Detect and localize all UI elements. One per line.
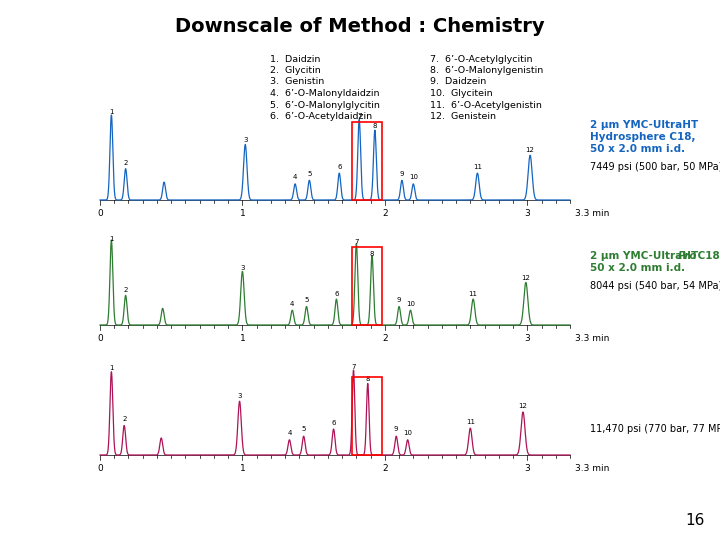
Text: 11: 11 — [466, 419, 474, 425]
Text: 7449 psi (500 bar, 50 MPa): 7449 psi (500 bar, 50 MPa) — [590, 162, 720, 172]
Text: 2 μm YMC-UltraHT: 2 μm YMC-UltraHT — [590, 251, 702, 261]
Text: Downscale of Method : Chemistry: Downscale of Method : Chemistry — [175, 17, 545, 37]
Text: 2: 2 — [382, 334, 387, 343]
Text: 3: 3 — [524, 209, 530, 218]
Text: 50 x 2.0 mm i.d.: 50 x 2.0 mm i.d. — [590, 144, 685, 154]
Text: 11: 11 — [469, 291, 477, 296]
Text: 1: 1 — [109, 365, 114, 372]
Text: 5: 5 — [302, 427, 306, 433]
Text: 0: 0 — [97, 209, 103, 218]
Text: 8: 8 — [366, 376, 370, 382]
Text: 6: 6 — [337, 164, 341, 170]
Text: 10: 10 — [403, 430, 412, 436]
Text: 5: 5 — [305, 298, 309, 303]
Text: 3: 3 — [524, 334, 530, 343]
Bar — [352, 377, 382, 455]
Text: 9.  Daidzein: 9. Daidzein — [430, 78, 486, 86]
Text: 2: 2 — [382, 209, 387, 218]
Text: 11.  6’-O-Acetylgenistin: 11. 6’-O-Acetylgenistin — [430, 100, 542, 110]
Text: 2.  Glycitin: 2. Glycitin — [270, 66, 320, 75]
Text: 1: 1 — [109, 109, 114, 114]
Text: 7: 7 — [357, 113, 361, 119]
Text: 2: 2 — [123, 287, 128, 293]
Text: 7.  6’-O-Acetylglycitin: 7. 6’-O-Acetylglycitin — [430, 55, 533, 64]
Text: 1: 1 — [240, 464, 246, 473]
Text: 6.  6’-O-Acetyldaidzin: 6. 6’-O-Acetyldaidzin — [270, 112, 372, 121]
Text: 11,470 psi (770 bar, 77 MPa): 11,470 psi (770 bar, 77 MPa) — [590, 424, 720, 435]
Text: Hydrosphere C18,: Hydrosphere C18, — [590, 132, 696, 141]
Text: Pro: Pro — [678, 251, 698, 261]
Text: 3.  Genistin: 3. Genistin — [270, 78, 324, 86]
Text: 3: 3 — [524, 464, 530, 473]
Text: 3: 3 — [238, 393, 242, 399]
Text: 12: 12 — [526, 147, 534, 153]
Text: 9: 9 — [394, 427, 398, 433]
Text: 12.  Genistein: 12. Genistein — [430, 112, 496, 121]
Text: 5: 5 — [307, 171, 312, 177]
Text: 5.  6’-O-Malonylglycitin: 5. 6’-O-Malonylglycitin — [270, 100, 380, 110]
Text: 0: 0 — [97, 464, 103, 473]
Text: 7: 7 — [354, 240, 359, 246]
Text: 2: 2 — [122, 416, 127, 422]
Bar — [352, 122, 382, 200]
Text: 0: 0 — [97, 334, 103, 343]
Text: 8: 8 — [370, 251, 374, 256]
Text: 7: 7 — [351, 363, 356, 369]
Text: 50 x 2.0 mm i.d.: 50 x 2.0 mm i.d. — [590, 263, 685, 273]
Text: 2: 2 — [382, 464, 387, 473]
Text: 12: 12 — [518, 403, 528, 409]
Text: 8044 psi (540 bar, 54 MPa): 8044 psi (540 bar, 54 MPa) — [590, 281, 720, 291]
Text: 1.  Daidzin: 1. Daidzin — [270, 55, 320, 64]
Bar — [352, 247, 382, 325]
Text: C18,: C18, — [694, 251, 720, 261]
Text: 4: 4 — [287, 430, 292, 436]
Text: 3: 3 — [240, 265, 245, 271]
Text: 3.3 min: 3.3 min — [575, 464, 609, 473]
Text: 1: 1 — [109, 236, 114, 242]
Text: 2 μm YMC-UltraHT: 2 μm YMC-UltraHT — [590, 120, 698, 130]
Text: 10: 10 — [406, 301, 415, 307]
Text: 6: 6 — [334, 291, 338, 296]
Text: 3.3 min: 3.3 min — [575, 209, 609, 218]
Text: 12: 12 — [521, 275, 531, 281]
Text: 9: 9 — [397, 298, 401, 303]
Text: 2: 2 — [123, 159, 128, 166]
Text: 11: 11 — [473, 164, 482, 170]
Text: 4: 4 — [293, 174, 297, 180]
Text: 4: 4 — [290, 301, 294, 307]
Text: 9: 9 — [400, 171, 404, 177]
Text: 3: 3 — [243, 137, 248, 143]
Text: 1: 1 — [240, 334, 246, 343]
Text: 16: 16 — [685, 513, 705, 528]
Text: 10.  Glycitein: 10. Glycitein — [430, 89, 492, 98]
Text: 10: 10 — [409, 174, 418, 180]
Text: 8: 8 — [373, 123, 377, 129]
Text: 6: 6 — [331, 420, 336, 426]
Text: 8.  6’-O-Malonylgenistin: 8. 6’-O-Malonylgenistin — [430, 66, 544, 75]
Text: 1: 1 — [240, 209, 246, 218]
Text: 3.3 min: 3.3 min — [575, 334, 609, 343]
Text: 4.  6’-O-Malonyl​daidzin: 4. 6’-O-Malonyl​daidzin — [270, 89, 379, 98]
